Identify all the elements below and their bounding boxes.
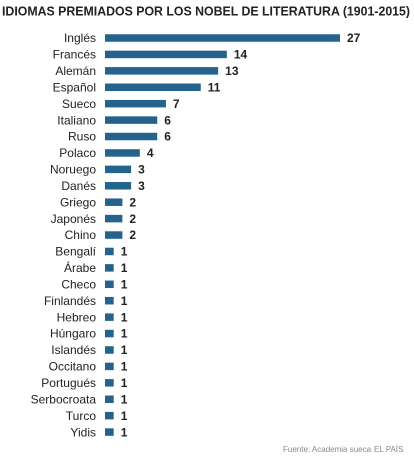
category-label: Español [53, 80, 96, 94]
value-label: 27 [347, 31, 361, 45]
category-label: Occitano [49, 360, 97, 374]
value-label: 1 [121, 245, 128, 259]
value-label: 1 [121, 376, 128, 390]
bar [105, 99, 166, 108]
value-label: 1 [121, 409, 128, 423]
value-label: 3 [138, 163, 145, 177]
bar [105, 428, 114, 436]
bar [105, 264, 114, 272]
category-label: Yidis [70, 425, 96, 439]
value-label: 1 [121, 261, 128, 275]
category-label: Ruso [68, 130, 96, 144]
bar [105, 247, 114, 256]
value-label: 2 [129, 228, 136, 242]
bar [105, 67, 219, 75]
value-label: 11 [208, 80, 221, 94]
bar [105, 296, 114, 305]
bar [105, 34, 340, 42]
category-label: Polaco [59, 146, 96, 160]
bar [105, 198, 123, 206]
category-label: Árabe [64, 260, 96, 275]
category-label: Finlandés [44, 294, 96, 308]
category-label: Alemán [55, 64, 96, 78]
category-label: Húngaro [50, 327, 96, 341]
value-label: 2 [129, 195, 136, 209]
category-label: Hebreo [57, 310, 97, 324]
value-label: 1 [121, 327, 128, 341]
value-label: 7 [173, 97, 180, 111]
bar [105, 132, 158, 141]
value-label: 3 [138, 179, 145, 193]
category-label: Japonés [51, 212, 96, 226]
category-label: Serbocroata [31, 392, 97, 406]
chart-title: IDIOMAS PREMIADOS POR LOS NOBEL DE LITER… [2, 4, 410, 18]
bar [105, 395, 114, 403]
category-label: Checo [61, 277, 96, 291]
bar [105, 182, 132, 190]
bar [105, 346, 114, 354]
value-label: 6 [164, 130, 171, 144]
value-label: 1 [121, 310, 128, 324]
category-label: Chino [65, 228, 97, 242]
category-label: Bengalí [55, 245, 96, 259]
value-label: 2 [129, 212, 136, 226]
value-label: 1 [121, 294, 128, 308]
category-label: Turco [66, 409, 97, 423]
category-label: Portugués [41, 376, 96, 390]
category-label: Italiano [57, 113, 96, 127]
bar [105, 313, 114, 321]
value-label: 1 [121, 425, 128, 439]
value-label: 1 [121, 343, 128, 357]
category-label: Noruego [50, 163, 96, 177]
value-label: 1 [121, 360, 128, 374]
value-label: 14 [234, 48, 248, 62]
bar [105, 329, 114, 338]
bar [105, 379, 114, 387]
value-label: 1 [121, 392, 128, 406]
category-label: Griego [60, 195, 96, 209]
bar [105, 149, 140, 157]
bar [105, 231, 123, 239]
bar [105, 116, 158, 124]
source: Fuente: Academia sueca [283, 445, 372, 454]
category-label: Inglés [64, 31, 96, 45]
bar [105, 280, 114, 289]
value-label: 1 [121, 277, 128, 291]
bar [105, 214, 123, 223]
bar [105, 50, 227, 59]
value-label: 4 [147, 146, 154, 160]
category-label: Islandés [51, 343, 96, 357]
bar [105, 362, 114, 371]
publisher: EL PAÍS [374, 445, 403, 454]
bar [105, 411, 114, 420]
category-label: Sueco [62, 97, 96, 111]
category-label: Francés [53, 48, 96, 62]
value-label: 13 [225, 64, 239, 78]
category-label: Danés [61, 179, 96, 193]
bar [105, 165, 132, 174]
value-label: 6 [164, 113, 171, 127]
bar [105, 83, 201, 92]
